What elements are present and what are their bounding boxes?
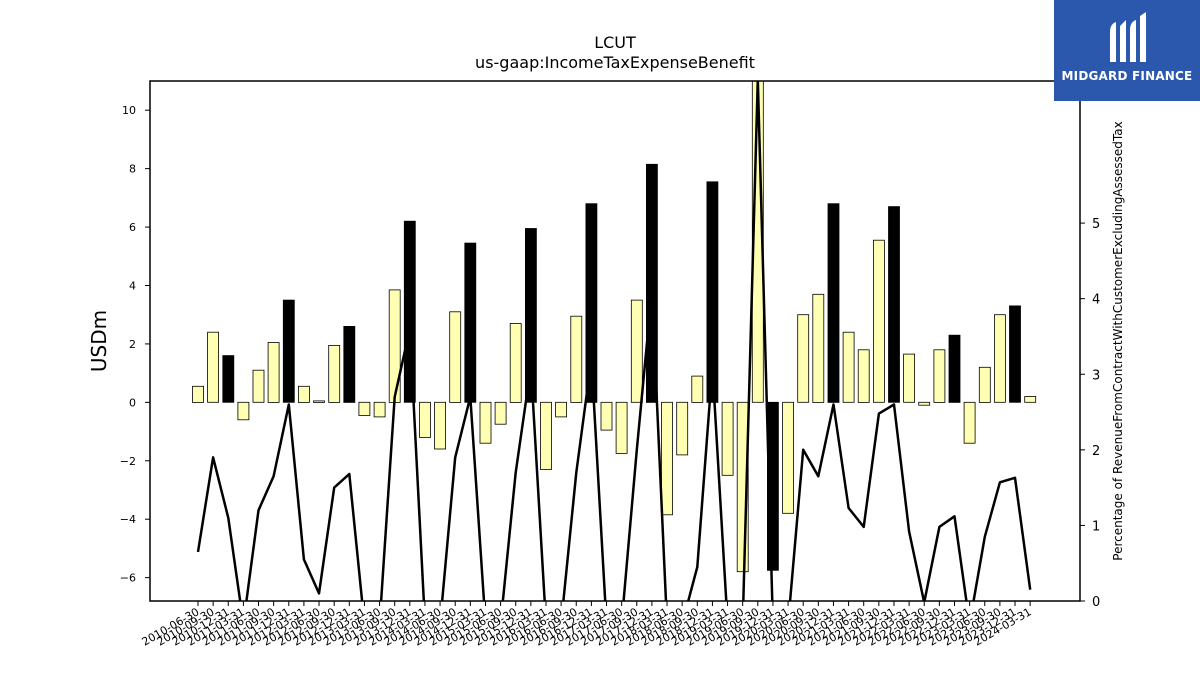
bar (903, 353, 915, 403)
bar (691, 375, 704, 403)
y-tick-label: 8 (129, 163, 136, 176)
brand-logo: MIDGARD FINANCE (1054, 0, 1200, 101)
bar (948, 334, 961, 403)
bar (388, 289, 401, 403)
bar (661, 401, 673, 516)
bar (646, 163, 658, 403)
bar (933, 349, 946, 403)
y-tick-label: 10 (122, 104, 136, 117)
bar (297, 385, 310, 403)
bar (222, 355, 235, 403)
bar (509, 323, 522, 403)
bar (963, 401, 976, 444)
bar (827, 203, 840, 403)
bar (192, 385, 204, 403)
bar (282, 299, 295, 403)
bar (464, 242, 477, 403)
bar (525, 228, 537, 403)
bar (358, 401, 371, 416)
bar (237, 401, 250, 421)
bar (812, 293, 825, 403)
bar (555, 401, 567, 418)
bar (676, 401, 689, 456)
bar (434, 401, 447, 450)
y-tick-label: 2 (129, 338, 136, 351)
bar (540, 401, 552, 470)
y2-tick-label: 2 (1092, 444, 1100, 459)
bar (479, 401, 492, 444)
bar (373, 401, 386, 418)
bar (1009, 305, 1021, 403)
bar (721, 401, 734, 476)
line-layer (196, 81, 1032, 601)
bar (494, 401, 507, 425)
bar (706, 181, 719, 403)
y2-tick-label: 0 (1092, 595, 1100, 610)
bar (600, 401, 613, 431)
bar (978, 366, 991, 403)
y2-tick-label: 1 (1092, 519, 1100, 534)
y-tick-label: −6 (120, 572, 136, 585)
bar (419, 401, 431, 438)
bar (857, 349, 870, 403)
bar (873, 239, 885, 403)
y-tick-label: 6 (129, 221, 136, 234)
bar (570, 315, 583, 403)
bar (888, 206, 900, 403)
bar (842, 331, 855, 403)
brand-mark-icon (1110, 12, 1146, 62)
bar (994, 314, 1006, 403)
y-tick-label: −2 (120, 455, 136, 468)
bar (797, 314, 810, 403)
plot-frame (149, 80, 1081, 602)
y2-tick-label: 5 (1092, 217, 1100, 232)
bar (403, 220, 416, 403)
y2-tick-label: 4 (1092, 293, 1100, 308)
y-tick-label: 4 (129, 279, 136, 292)
y-axis-label: USDm (87, 310, 111, 372)
bar (343, 325, 356, 403)
bar (252, 369, 265, 403)
y-tick-label: 0 (129, 396, 136, 409)
bar-layer (192, 81, 1037, 573)
brand-logo-text: MIDGARD FINANCE (1061, 69, 1193, 83)
bar (1024, 396, 1037, 403)
bar (328, 344, 341, 403)
y2-tick-label: 3 (1092, 368, 1100, 383)
chart-subtitle: us-gaap:IncomeTaxExpenseBenefit (475, 53, 755, 72)
series-line (196, 81, 1032, 601)
bar (207, 331, 220, 403)
y-tick-label: −4 (120, 513, 136, 526)
axes-layer: −6−4−202468100123452010-06-302010-09-302… (120, 80, 1100, 649)
bar (267, 342, 280, 403)
bar (449, 311, 462, 403)
bar (767, 401, 779, 571)
y2-axis-label: Percentage of RevenueFromContractWithCus… (1111, 121, 1125, 560)
bar (918, 401, 931, 406)
bar (615, 401, 628, 454)
bar (313, 400, 325, 403)
bar (736, 401, 749, 573)
bar (630, 299, 643, 403)
bar (585, 203, 598, 403)
chart-title: LCUT (594, 33, 636, 52)
bar (782, 401, 794, 514)
